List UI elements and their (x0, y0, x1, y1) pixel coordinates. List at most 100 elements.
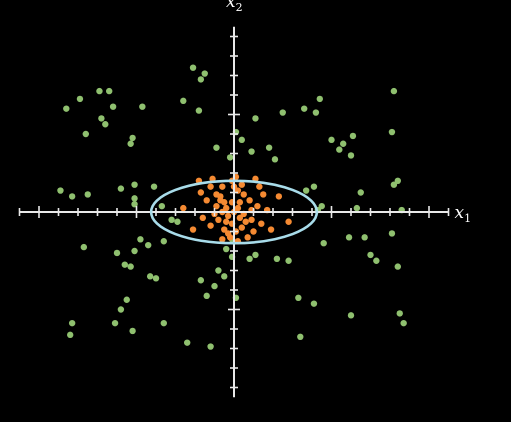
green-point (265, 144, 273, 151)
orange-point (267, 226, 275, 233)
green-point (68, 319, 76, 327)
orange-point (199, 214, 206, 222)
orange-point (250, 228, 257, 235)
green-point (252, 251, 259, 259)
y-axis-label-main: x (226, 0, 236, 12)
orange-point (260, 191, 267, 198)
green-point (174, 218, 181, 225)
orange-point (223, 204, 230, 212)
green-point (345, 234, 353, 241)
orange-point (258, 220, 265, 227)
green-point (84, 191, 91, 198)
green-point (201, 70, 208, 77)
green-point (106, 87, 113, 95)
green-point (238, 136, 245, 144)
orange-point (246, 197, 253, 204)
orange-point (197, 189, 205, 196)
green-point (271, 156, 279, 163)
green-point (226, 154, 234, 161)
orange-point (238, 224, 245, 231)
green-point (127, 263, 134, 270)
green-point (295, 294, 302, 301)
green-point (180, 97, 187, 105)
orange-point (203, 197, 210, 204)
green-point (76, 95, 84, 103)
green-point (347, 312, 355, 319)
green-point (150, 183, 158, 190)
green-point (349, 132, 357, 140)
green-point (318, 202, 325, 210)
green-point (246, 255, 253, 262)
green-point (129, 327, 136, 335)
green-point (252, 115, 259, 122)
orange-point (223, 218, 230, 225)
orange-point (234, 204, 242, 212)
green-point (302, 187, 310, 194)
green-point (388, 128, 396, 136)
green-point (207, 343, 214, 350)
green-point (102, 121, 109, 128)
green-point (316, 95, 323, 103)
orange-point (242, 218, 249, 225)
orange-point (224, 212, 232, 220)
green-point (160, 238, 167, 245)
green-point (139, 103, 146, 110)
green-point (111, 319, 119, 327)
green-point (211, 282, 218, 290)
green-point (123, 296, 130, 303)
green-point (109, 103, 117, 110)
green-point (127, 140, 134, 147)
orange-point (240, 191, 247, 198)
green-point (285, 257, 292, 264)
green-point (131, 247, 138, 255)
green-point (113, 249, 121, 257)
green-point (68, 193, 76, 200)
orange-point (224, 230, 232, 237)
green-point (160, 319, 167, 327)
orange-point (236, 199, 244, 206)
green-point (357, 189, 364, 196)
orange-point (256, 183, 263, 190)
y-axis-label-subscript: 2 (236, 1, 243, 14)
orange-point (213, 202, 220, 210)
green-point (67, 331, 74, 339)
green-point (390, 87, 398, 95)
green-point (203, 292, 210, 300)
green-point (373, 257, 380, 264)
green-point (168, 216, 175, 223)
green-point (347, 152, 355, 159)
y-axis-label: x2 (226, 0, 243, 14)
axes (18, 26, 450, 398)
green-point (213, 144, 220, 151)
orange-point (219, 236, 226, 243)
green-point (96, 87, 103, 95)
green-point (340, 140, 347, 147)
orange-point (217, 197, 224, 204)
green-point (197, 76, 205, 83)
green-point (361, 234, 368, 241)
green-point (80, 243, 88, 251)
green-point (129, 134, 136, 142)
orange-point (275, 193, 283, 200)
green-point (152, 275, 160, 282)
green-point (367, 251, 374, 259)
green-point (98, 115, 105, 122)
green-point (320, 240, 327, 247)
orange-point (215, 216, 222, 223)
green-point (336, 146, 343, 153)
green-point (215, 267, 222, 274)
orange-point (221, 226, 228, 233)
orange-point (189, 226, 197, 233)
green-point (146, 273, 154, 280)
green-point (195, 107, 203, 114)
green-point (248, 148, 255, 155)
green-point (131, 201, 138, 208)
orange-point (207, 183, 214, 190)
green-point (390, 181, 398, 188)
green-point (131, 181, 138, 188)
green-point (310, 300, 318, 307)
green-point (394, 263, 401, 270)
green-point (279, 109, 286, 116)
ellipse-boundary (149, 179, 319, 245)
orange-point (207, 222, 214, 229)
